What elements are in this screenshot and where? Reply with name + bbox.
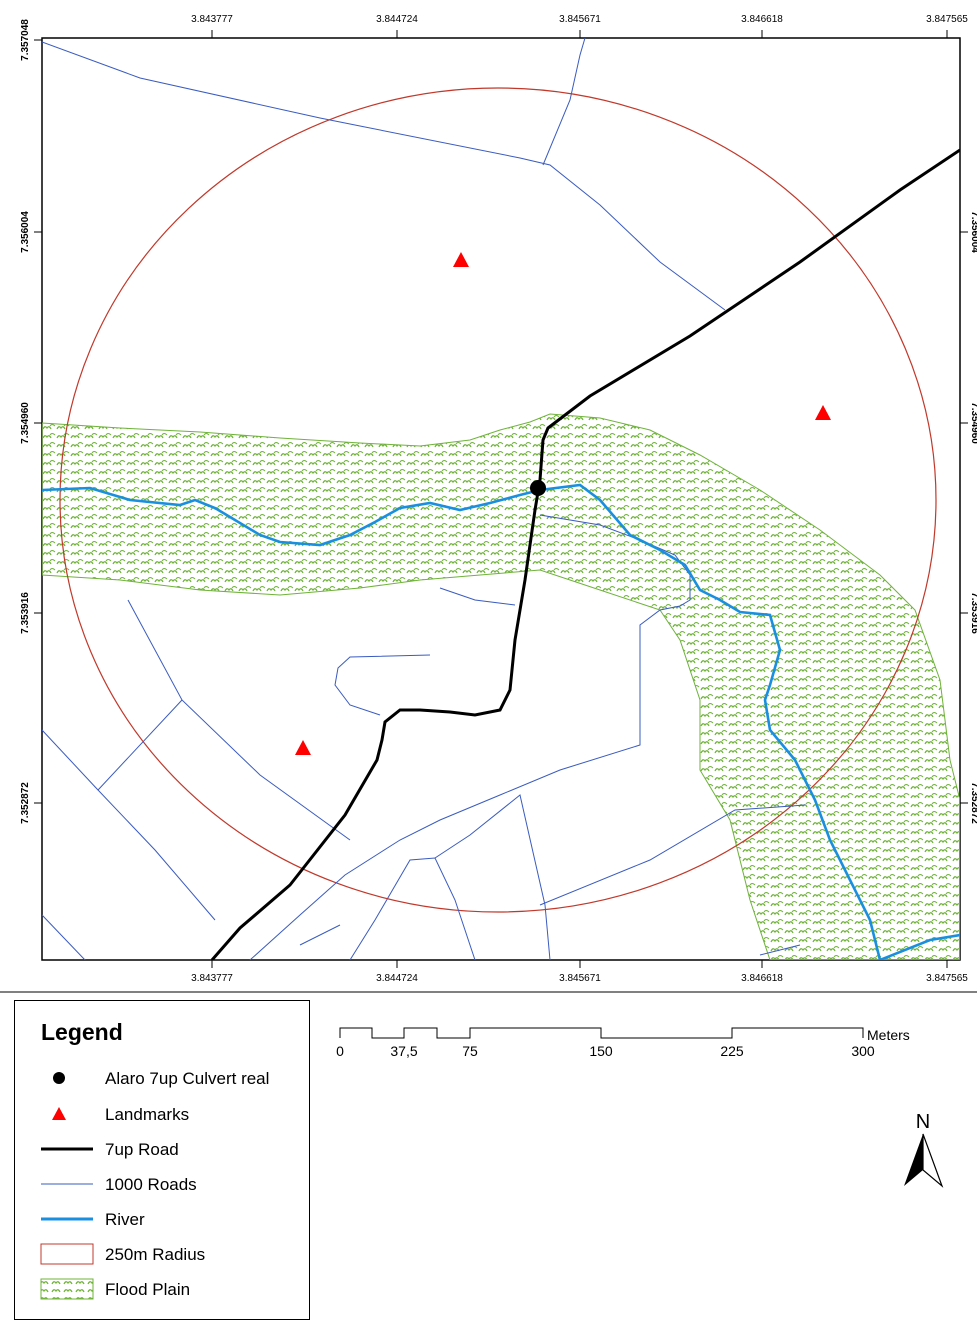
road-segment bbox=[539, 804, 806, 906]
road-segment bbox=[439, 587, 516, 606]
x-tick-label: 3.847565 bbox=[926, 14, 968, 25]
y-tick-label-right: 7.354960 bbox=[969, 402, 977, 444]
y-tick-label: 7.354960 bbox=[20, 402, 31, 444]
road-segment bbox=[542, 38, 586, 166]
x-tick-label: 3.844724 bbox=[376, 973, 418, 984]
legend-item-label: 7up Road bbox=[105, 1140, 179, 1159]
scale-label: 150 bbox=[589, 1043, 613, 1059]
scale-label: 37,5 bbox=[390, 1043, 417, 1059]
scale-label: 75 bbox=[462, 1043, 478, 1059]
road-segment bbox=[349, 857, 476, 960]
legend-panel: Legend Alaro 7up Culvert real Landmarks … bbox=[14, 1000, 310, 1320]
scale-unit: Meters bbox=[867, 1027, 910, 1043]
road-segment bbox=[434, 794, 551, 960]
north-label: N bbox=[916, 1111, 930, 1133]
legend-item-culvert: Alaro 7up Culvert real bbox=[15, 1063, 311, 1093]
y-tick-label: 7.352872 bbox=[20, 782, 31, 824]
x-tick-label: 3.846618 bbox=[741, 14, 783, 25]
thick-black-line-icon bbox=[41, 1147, 93, 1151]
road-segment bbox=[759, 944, 801, 956]
road-segment bbox=[42, 729, 99, 791]
legend-item-label: 250m Radius bbox=[105, 1245, 206, 1264]
landmark-marker[interactable] bbox=[453, 252, 469, 267]
y-tick-label-right: 7.352872 bbox=[969, 782, 977, 824]
road-segment bbox=[42, 914, 86, 960]
scale-label: 225 bbox=[720, 1043, 744, 1059]
x-tick-label: 3.845671 bbox=[559, 14, 601, 25]
radius-250m-circle bbox=[59, 87, 937, 913]
flood-plain-area bbox=[42, 413, 960, 960]
legend-item-label: 1000 Roads bbox=[105, 1175, 197, 1194]
light-blue-line-icon bbox=[41, 1217, 93, 1221]
road-7up bbox=[210, 148, 960, 960]
red-triangle-icon bbox=[52, 1107, 66, 1120]
legend-title: Legend bbox=[41, 1019, 123, 1045]
x-tick-label: 3.843777 bbox=[191, 14, 233, 25]
x-tick-label: 3.844724 bbox=[376, 14, 418, 25]
road-segment bbox=[97, 699, 216, 921]
scale-label: 300 bbox=[851, 1043, 875, 1059]
north-arrow-icon bbox=[904, 1134, 923, 1186]
legend-item-radius: 250m Radius bbox=[15, 1239, 311, 1269]
culvert-point[interactable] bbox=[530, 480, 546, 496]
legend-item-landmarks: Landmarks bbox=[15, 1099, 311, 1129]
legend-item-label: Alaro 7up Culvert real bbox=[105, 1069, 270, 1088]
x-tick-label: 3.847565 bbox=[926, 973, 968, 984]
north-arrow: N bbox=[904, 1111, 944, 1188]
landmark-marker[interactable] bbox=[295, 740, 311, 755]
legend-item-label: Flood Plain bbox=[105, 1280, 191, 1299]
scale-bar: 0 37,5 75 150 225 300 Meters bbox=[336, 1027, 910, 1059]
y-tick-label-right: 7.353916 bbox=[969, 592, 977, 634]
y-tick-label: 7.357048 bbox=[20, 19, 31, 61]
thin-blue-line-icon bbox=[41, 1183, 93, 1185]
x-tick-label: 3.846618 bbox=[741, 973, 783, 984]
right-axis: 7.356004 7.354960 7.353916 7.352872 bbox=[960, 211, 977, 824]
legend-item-label: River bbox=[105, 1210, 145, 1229]
legend-item-7up-road: 7up Road bbox=[15, 1134, 311, 1164]
green-hatch-box-icon bbox=[40, 1278, 94, 1300]
y-tick-label: 7.356004 bbox=[20, 211, 31, 253]
road-segment bbox=[42, 41, 726, 311]
x-tick-label: 3.843777 bbox=[191, 973, 233, 984]
river-line bbox=[879, 933, 960, 960]
roads-1000 bbox=[42, 38, 806, 960]
top-axis: 3.843777 3.844724 3.845671 3.846618 3.84… bbox=[191, 14, 968, 38]
map-canvas[interactable]: 3.843777 3.844724 3.845671 3.846618 3.84… bbox=[0, 0, 977, 1000]
y-tick-label: 7.353916 bbox=[20, 592, 31, 634]
left-axis: 7.357048 7.356004 7.354960 7.353916 7.35… bbox=[20, 19, 42, 824]
legend-item-river: River bbox=[15, 1204, 311, 1234]
legend-item-1000-roads: 1000 Roads bbox=[15, 1169, 311, 1199]
legend-item-label: Landmarks bbox=[105, 1105, 190, 1124]
x-tick-label: 3.845671 bbox=[559, 973, 601, 984]
road-segment bbox=[249, 514, 691, 960]
bottom-axis: 3.843777 3.844724 3.845671 3.846618 3.84… bbox=[191, 960, 968, 984]
landmark-marker[interactable] bbox=[815, 405, 831, 420]
road-segment bbox=[334, 654, 431, 716]
black-dot-icon bbox=[53, 1072, 65, 1084]
scale-label: 0 bbox=[336, 1043, 344, 1059]
red-outline-box-icon bbox=[40, 1243, 94, 1265]
legend-item-flood-plain: Flood Plain bbox=[15, 1274, 311, 1304]
road-segment bbox=[299, 924, 341, 946]
y-tick-label-right: 7.356004 bbox=[969, 211, 977, 253]
road-segment bbox=[127, 599, 351, 841]
river-line bbox=[42, 483, 882, 960]
